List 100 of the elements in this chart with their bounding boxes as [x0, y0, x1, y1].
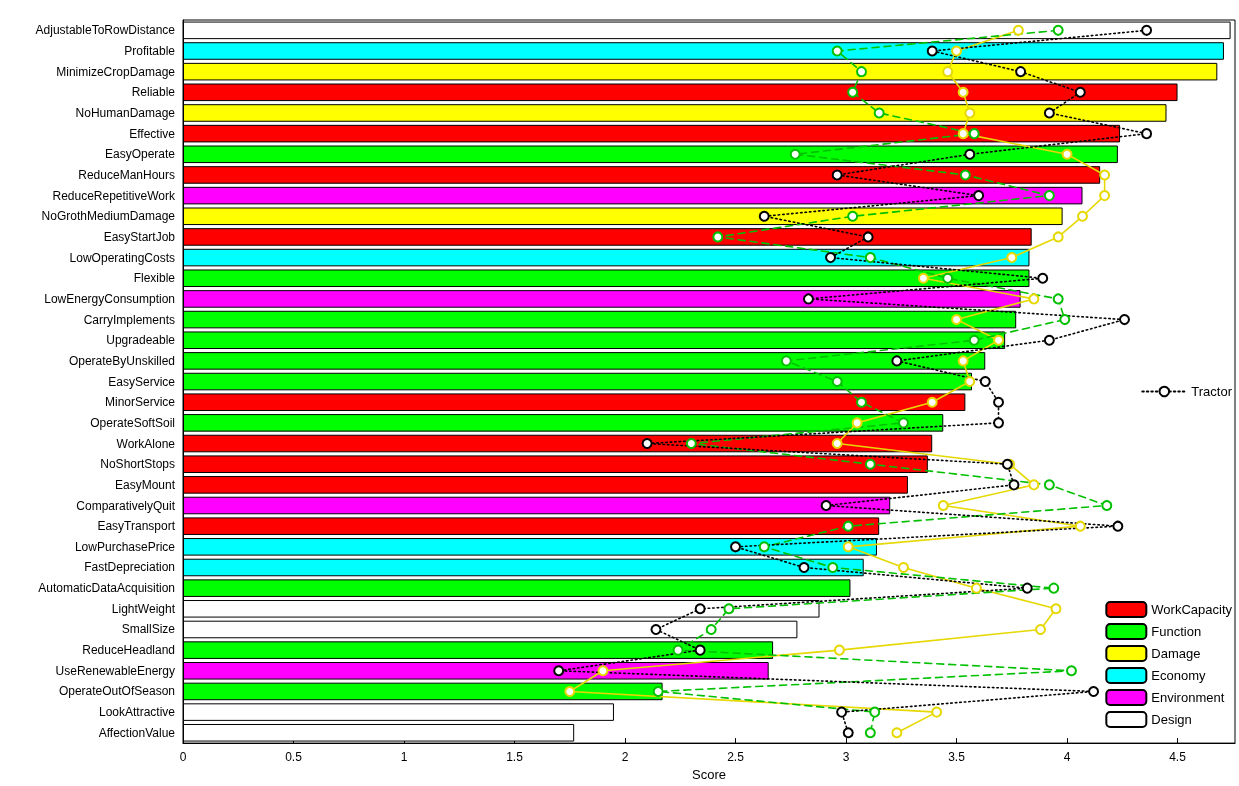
y-tick-label: Profitable	[124, 43, 176, 58]
point	[957, 355, 969, 367]
point	[1074, 520, 1086, 532]
y-tick-label: EasyStartJob	[103, 229, 176, 244]
point	[1119, 314, 1130, 326]
point	[1037, 272, 1049, 284]
legend-label: Environment	[1151, 690, 1225, 705]
point	[1043, 107, 1055, 119]
point	[942, 66, 954, 78]
point	[1061, 148, 1073, 160]
point	[970, 582, 982, 594]
point	[723, 603, 735, 615]
point	[831, 438, 843, 450]
y-tick-label: NoShortStops	[100, 457, 175, 472]
point	[798, 561, 810, 573]
point	[1006, 252, 1018, 264]
point	[825, 252, 837, 264]
point	[827, 561, 839, 573]
point	[705, 623, 717, 635]
y-tick-label: EasyTransport	[97, 519, 176, 534]
y-tick-label: OperateByUnskilled	[68, 353, 175, 368]
y-tick-label: UseRenewableEnergy	[55, 663, 175, 678]
y-tick-label: MinimizeCropDamage	[56, 64, 176, 79]
point	[1059, 314, 1071, 326]
point	[864, 458, 876, 470]
legend-label: WorkCapacity	[1151, 602, 1233, 617]
y-tick-label: NoHumanDamage	[75, 105, 176, 120]
y-tick-label: SmallSize	[121, 622, 176, 637]
x-tick-label: 4.5	[1169, 750, 1187, 765]
x-tick-label: 2	[621, 750, 629, 765]
point	[942, 272, 954, 284]
y-tick-label: ReduceHeadland	[82, 643, 175, 658]
y-tick-label: Flexible	[133, 271, 176, 286]
point	[898, 417, 909, 429]
point	[831, 376, 843, 388]
point	[758, 541, 770, 553]
point	[1141, 24, 1153, 36]
x-axis-title: Score	[692, 767, 726, 782]
point	[1035, 623, 1047, 635]
x-tick-label: 3.5	[948, 750, 966, 765]
y-tick-label: EasyOperate	[104, 147, 176, 162]
x-tick-label: 1	[400, 750, 408, 765]
y-tick-label: OperateSoftSoil	[90, 415, 175, 430]
point	[1088, 685, 1100, 697]
x-tick-label: 1.5	[506, 750, 524, 765]
point	[891, 727, 903, 739]
point	[672, 644, 684, 656]
x-tick-label: 0	[179, 750, 187, 765]
point	[820, 500, 832, 512]
point	[780, 355, 792, 367]
y-tick-label: Effective	[129, 126, 176, 141]
point	[1008, 479, 1020, 491]
y-tick-label: LightWeight	[111, 601, 176, 616]
y-tick-label: FastDepreciation	[84, 560, 175, 575]
point	[864, 252, 876, 264]
y-tick-label: MinorService	[104, 395, 176, 410]
legend-label: Function	[1151, 624, 1202, 639]
point	[1077, 210, 1088, 222]
y-tick-label: Reliable	[131, 85, 176, 100]
x-tick-label: 4	[1063, 750, 1071, 765]
point	[833, 644, 845, 656]
point	[937, 500, 949, 512]
y-tick-label: WorkAlone	[116, 436, 176, 451]
point	[926, 45, 938, 57]
point	[1028, 293, 1040, 305]
point	[1043, 334, 1055, 346]
y-tick-label: AdjustableToRowDistance	[35, 23, 176, 38]
point	[1050, 603, 1062, 615]
point	[652, 685, 664, 697]
point	[712, 231, 724, 243]
point	[856, 66, 867, 78]
point	[1021, 582, 1033, 594]
x-tick-label: 3	[842, 750, 850, 765]
point	[650, 623, 662, 635]
point	[564, 685, 576, 697]
point	[968, 334, 980, 346]
point	[1043, 190, 1055, 202]
point	[898, 561, 909, 573]
point	[931, 706, 943, 718]
point	[964, 376, 976, 388]
point	[968, 128, 980, 140]
point	[964, 148, 976, 160]
point	[641, 438, 653, 450]
point	[1074, 86, 1086, 98]
point	[597, 665, 609, 677]
point	[862, 231, 874, 243]
x-tick-label: 2.5	[727, 750, 745, 765]
y-tick-label: CarryImplements	[83, 312, 175, 327]
point	[851, 417, 863, 429]
point	[1043, 479, 1055, 491]
legend-label: Economy	[1151, 668, 1207, 683]
point	[553, 665, 565, 677]
legend-label: Damage	[1151, 646, 1201, 661]
legend-label: Design	[1151, 712, 1192, 727]
y-tick-label: EasyService	[108, 374, 176, 389]
y-tick-label: LowPurchasePrice	[74, 539, 176, 554]
y-tick-label: AutomaticDataAcquisition	[38, 581, 175, 596]
point	[758, 210, 770, 222]
point	[869, 706, 881, 718]
point	[1015, 66, 1027, 78]
